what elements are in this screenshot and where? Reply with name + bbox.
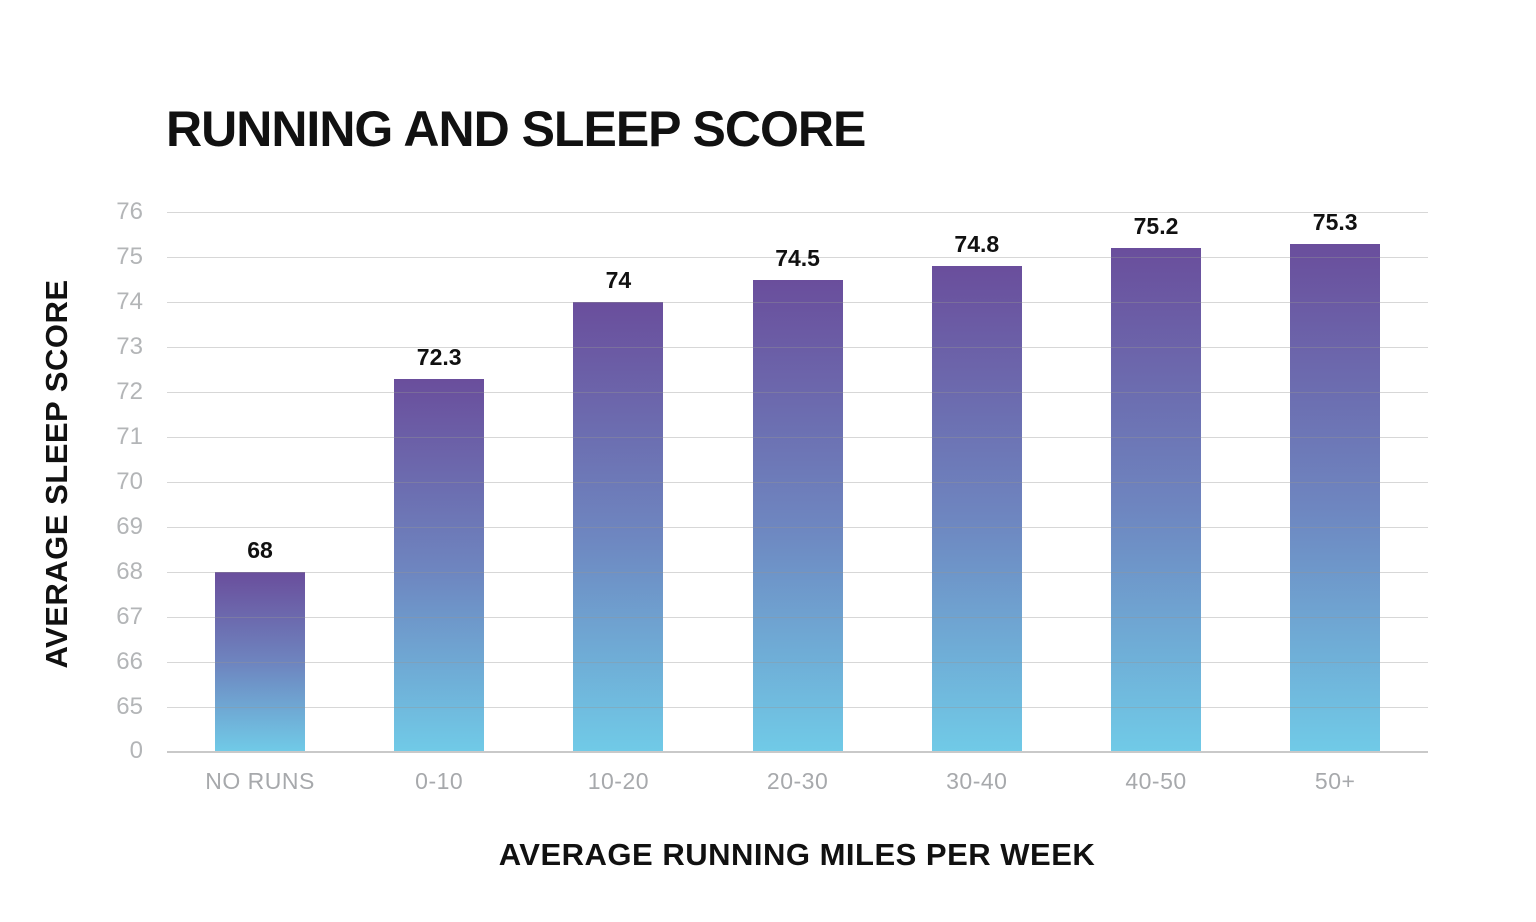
ytick-label-73: 73 (116, 333, 143, 360)
ytick-label-71: 71 (116, 423, 143, 450)
bar-value-label: 68 (247, 537, 273, 563)
category-label-50+: 50+ (1314, 768, 1356, 794)
bar-value-label: 74 (605, 267, 632, 293)
bar-value-label: 75.2 (1133, 213, 1179, 239)
bar-no-runs (215, 572, 305, 751)
category-label-no-runs: NO RUNS (205, 768, 315, 794)
category-label-30-40: 30-40 (946, 768, 1008, 794)
bar-value-label: 74.5 (775, 244, 820, 271)
bar-value-label: 72.3 (416, 343, 462, 370)
ytick-label-75: 75 (116, 243, 143, 270)
bar-0-10 (394, 378, 485, 751)
ytick-label-66: 66 (116, 648, 143, 675)
bar-30-40 (931, 266, 1022, 751)
chart-title: RUNNING AND SLEEP SCORE (166, 101, 866, 157)
gridline-y-76 (167, 212, 1428, 213)
ytick-label-65: 65 (116, 693, 143, 720)
ytick-label-0: 0 (129, 737, 143, 764)
bar-40-50 (1111, 248, 1201, 751)
bar-value-label: 74.8 (954, 231, 1000, 257)
x-axis-baseline (167, 751, 1428, 753)
category-label-40-50: 40-50 (1125, 768, 1187, 794)
ytick-label-74: 74 (116, 288, 143, 315)
ytick-label-72: 72 (116, 378, 143, 405)
ytick-label-68: 68 (116, 558, 143, 585)
category-label-10-20: 10-20 (587, 768, 650, 794)
ytick-label-67: 67 (116, 603, 143, 630)
ytick-label-70: 70 (116, 468, 143, 495)
x-axis-title: AVERAGE RUNNING MILES PER WEEK (498, 837, 1096, 872)
bar-10-20 (573, 302, 664, 751)
ytick-label-69: 69 (116, 513, 143, 540)
ytick-label-76: 76 (116, 198, 143, 225)
bar-20-30 (752, 279, 843, 751)
category-label-20-30: 20-30 (766, 768, 829, 794)
bar-value-label: 75.3 (1312, 208, 1358, 235)
bar-50+ (1290, 243, 1381, 751)
category-label-0-10: 0-10 (415, 768, 464, 794)
